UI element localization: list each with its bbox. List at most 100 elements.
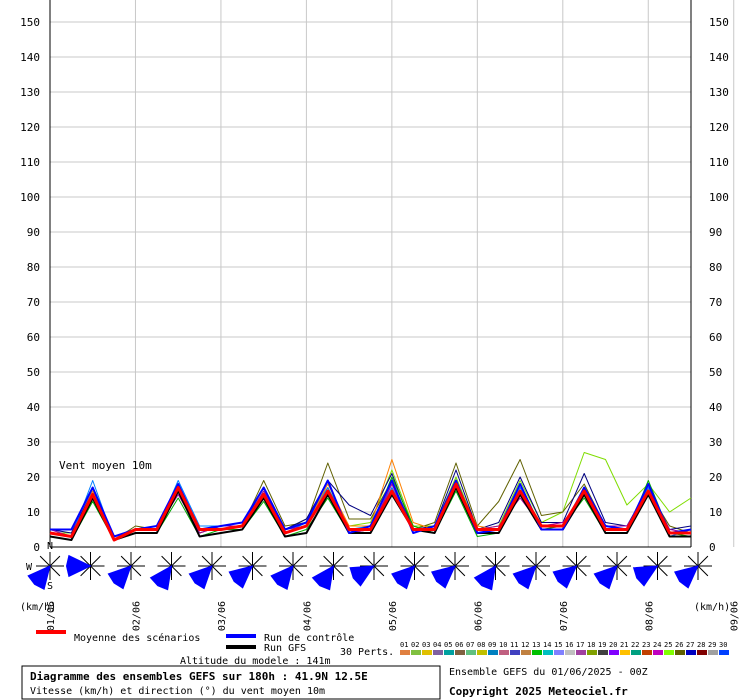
rose-spoke bbox=[414, 555, 425, 567]
x-tick-label: 09/06 bbox=[730, 601, 740, 631]
wind-rose bbox=[632, 552, 672, 587]
rose-wedge bbox=[228, 565, 254, 589]
wind-rose bbox=[431, 552, 469, 589]
pert-swatch bbox=[609, 650, 619, 655]
rose-spoke bbox=[130, 555, 142, 567]
rose-spoke bbox=[373, 555, 385, 567]
pert-swatch bbox=[587, 650, 597, 655]
rose-spoke bbox=[495, 555, 506, 567]
y-tick-label: 150 bbox=[709, 16, 729, 29]
rose-spoke bbox=[171, 565, 182, 577]
rose-spoke bbox=[616, 555, 628, 567]
pert-number: 17 bbox=[576, 641, 584, 649]
rose-spoke bbox=[49, 565, 61, 577]
rose-spoke bbox=[576, 565, 587, 577]
y-tick-label: 10 bbox=[709, 506, 722, 519]
y-tick-label: 120 bbox=[709, 121, 729, 134]
rose-wedge bbox=[107, 565, 132, 590]
rose-spoke bbox=[80, 555, 91, 567]
wind-rose bbox=[107, 552, 145, 590]
y-tick-label: 80 bbox=[27, 261, 40, 274]
perturbation-legend: 01 02 03 04 05 06 07 08 09 10 11 12 13 14 15 16 17 18 19 20… bbox=[400, 641, 729, 655]
diagram-subtitle: Vitesse (km/h) et direction (°) du vent … bbox=[30, 686, 325, 697]
legend-gfs-label: Run GFS bbox=[264, 643, 306, 654]
pert-number: 03 bbox=[422, 641, 430, 649]
rose-wedge bbox=[593, 565, 618, 590]
rose-wedge bbox=[512, 565, 537, 590]
series-run-de-contro-le bbox=[50, 479, 692, 538]
pert-swatch bbox=[719, 650, 729, 655]
x-unit-label-left: (km/h) bbox=[20, 602, 56, 613]
wind-rose: NSEW bbox=[26, 541, 72, 592]
y-tick-label: 0 bbox=[33, 541, 40, 554]
y-tick-label: 120 bbox=[20, 121, 40, 134]
pert-swatch bbox=[642, 650, 652, 655]
rose-wedge bbox=[65, 554, 92, 578]
series-moyenne-des-sce-narios bbox=[49, 482, 691, 542]
pert-number: 11 bbox=[510, 641, 518, 649]
pert-number: 24 bbox=[653, 641, 661, 649]
pert-swatch bbox=[675, 650, 685, 655]
wind-rose bbox=[552, 552, 591, 589]
legend-control-label: Run de contrôle bbox=[264, 632, 354, 644]
y-tick-label: 60 bbox=[27, 331, 40, 344]
pert-swatch bbox=[422, 650, 432, 655]
pert-number: 08 bbox=[477, 641, 485, 649]
pert-swatch bbox=[697, 650, 707, 655]
y-tick-label: 90 bbox=[709, 226, 722, 239]
pert-swatch bbox=[499, 650, 509, 655]
rose-spoke bbox=[363, 555, 375, 567]
pert-number: 20 bbox=[609, 641, 617, 649]
wind-rose bbox=[149, 552, 186, 591]
pert-number: 26 bbox=[675, 641, 683, 649]
rose-spoke bbox=[414, 565, 425, 577]
pert-swatch bbox=[510, 650, 520, 655]
rose-spoke bbox=[454, 565, 466, 577]
rose-spoke bbox=[697, 565, 709, 577]
rose-spoke bbox=[485, 555, 496, 567]
rose-spoke bbox=[647, 555, 658, 567]
pert-swatch bbox=[598, 650, 608, 655]
rose-spoke bbox=[404, 555, 415, 567]
rose-label-w: W bbox=[26, 562, 33, 573]
pert-swatch bbox=[554, 650, 564, 655]
x-tick-label: 06/06 bbox=[473, 601, 484, 631]
y-tick-label: 40 bbox=[27, 401, 40, 414]
rose-spoke bbox=[252, 555, 263, 567]
pert-swatch bbox=[620, 650, 630, 655]
wind-rose bbox=[188, 552, 226, 590]
y-tick-label: 30 bbox=[709, 436, 722, 449]
rose-spoke bbox=[444, 555, 456, 567]
rose-spoke bbox=[697, 555, 709, 567]
rose-spoke bbox=[535, 555, 547, 567]
pert-swatch bbox=[686, 650, 696, 655]
y-tick-label: 130 bbox=[709, 86, 729, 99]
pert-number: 29 bbox=[708, 641, 716, 649]
rose-wedge bbox=[674, 565, 699, 589]
rose-spoke bbox=[90, 565, 101, 577]
y-tick-label: 110 bbox=[20, 156, 40, 169]
pert-number: 13 bbox=[532, 641, 540, 649]
pert-swatch bbox=[543, 650, 553, 655]
pert-number: 27 bbox=[686, 641, 694, 649]
rose-wedge bbox=[632, 565, 659, 587]
rose-spoke bbox=[292, 565, 304, 577]
pert-number: 10 bbox=[499, 641, 507, 649]
pert-swatch bbox=[708, 650, 718, 655]
x-tick-label: 04/06 bbox=[302, 601, 313, 631]
perts-label: 30 Perts. bbox=[340, 647, 394, 658]
pert-number: 21 bbox=[620, 641, 628, 649]
copyright-label: Copyright 2025 Meteociel.fr bbox=[449, 685, 628, 698]
altitude-label: Altitude du modele : 141m bbox=[180, 656, 331, 667]
pert-swatch bbox=[631, 650, 641, 655]
y-tick-label: 110 bbox=[709, 156, 729, 169]
rose-spoke bbox=[80, 565, 91, 577]
pert-swatch bbox=[444, 650, 454, 655]
rose-spoke bbox=[454, 555, 466, 567]
pert-number: 15 bbox=[554, 641, 562, 649]
pert-number: 22 bbox=[631, 641, 639, 649]
pert-number: 09 bbox=[488, 641, 496, 649]
pert-swatch bbox=[466, 650, 476, 655]
series-layer bbox=[49, 452, 692, 542]
